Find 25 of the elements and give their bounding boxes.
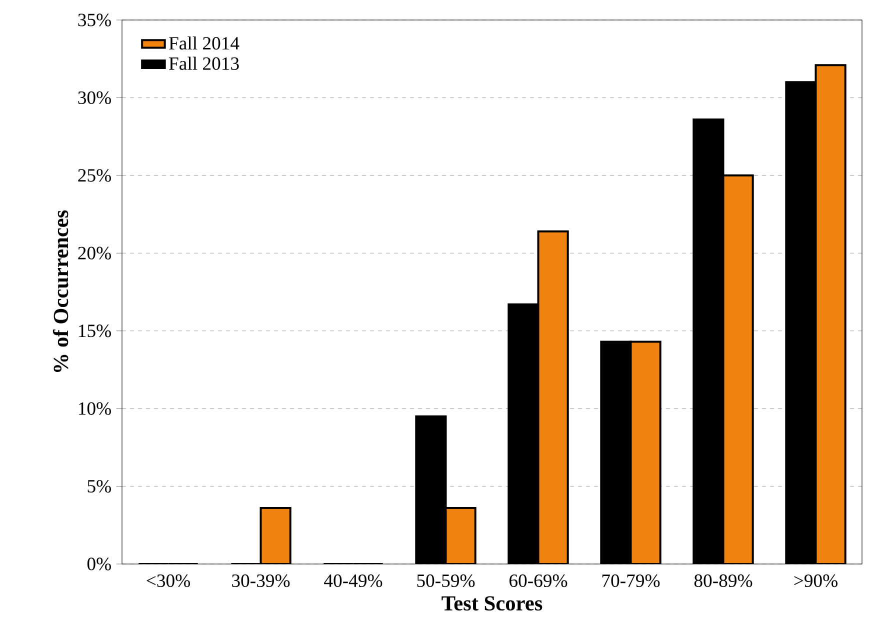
bar <box>723 175 753 564</box>
y-tick-label: 20% <box>78 246 111 260</box>
x-tick-label: <30% <box>146 574 190 588</box>
x-tick-label: 30-39% <box>232 574 290 588</box>
y-tick-label: 30% <box>78 91 111 104</box>
y-axis-title: % of Occurrences <box>52 210 68 372</box>
bar <box>538 231 568 564</box>
y-tick-label: 25% <box>78 169 111 182</box>
bar <box>260 508 290 564</box>
x-tick-label: 70-79% <box>602 574 660 588</box>
x-tick-label: 50-59% <box>417 574 475 588</box>
y-tick-label: 10% <box>79 402 111 415</box>
x-tick-label: 40-49% <box>324 574 382 588</box>
x-tick-label: 60-69% <box>509 574 568 588</box>
y-tick-label: 5% <box>88 480 111 493</box>
x-tick-label: >90% <box>794 574 838 588</box>
x-tick-label: 80-89% <box>694 574 752 588</box>
y-tick-label: 35% <box>78 14 111 26</box>
legend-label: Fall 2013 <box>169 56 239 70</box>
y-tick-label: 15% <box>79 324 111 338</box>
y-tick-label: 0% <box>87 558 111 570</box>
bar <box>446 508 476 564</box>
legend-label: Fall 2014 <box>169 36 240 50</box>
bar <box>630 342 660 564</box>
x-axis-title: Test Scores <box>442 596 542 611</box>
